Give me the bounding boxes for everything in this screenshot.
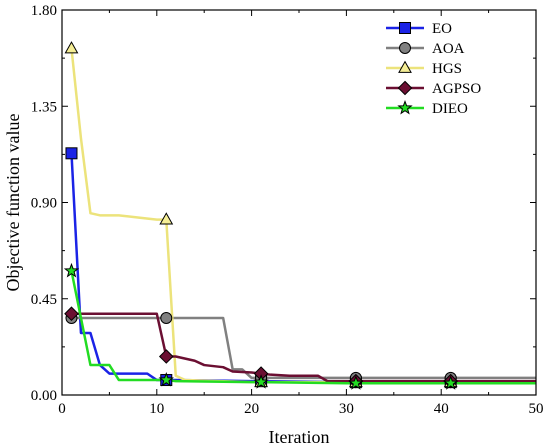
legend-label-eo: EO	[432, 21, 452, 37]
y-tick-label: 0.45	[31, 292, 57, 308]
data-point-hgs	[64, 41, 79, 54]
data-point-dieo	[63, 262, 80, 278]
plot-area	[62, 10, 536, 395]
legend-item-dieo: DIEO	[386, 99, 468, 117]
data-point-dieo	[158, 371, 174, 387]
x-tick-label: 10	[149, 401, 164, 417]
data-point-dieo	[253, 374, 269, 389]
legend-marker-agpso	[397, 80, 413, 96]
axes-layer: 0 10 20 30 40 50 0.00 0.45 0.90 1.35 1.80	[31, 3, 544, 417]
legend-marker-dieo	[397, 99, 413, 115]
y-tick-label: 0.00	[31, 388, 57, 404]
legend-item-aoa: AOA	[386, 41, 465, 57]
legend: EO AOA HGS AGPSO DIEO	[386, 21, 481, 117]
legend-item-agpso: AGPSO	[386, 80, 481, 97]
legend-item-hgs: HGS	[386, 60, 462, 77]
legend-label-agpso: AGPSO	[432, 81, 481, 97]
data-point-hgs	[159, 212, 174, 225]
series-markers-dieo	[63, 262, 459, 390]
y-axis-title: Objective function value	[3, 114, 23, 292]
y-tick-label: 1.80	[31, 3, 57, 19]
legend-label-dieo: DIEO	[432, 101, 468, 117]
y-tick-label: 0.90	[31, 196, 57, 212]
series-layer	[63, 41, 536, 390]
data-point-dieo	[348, 375, 364, 390]
x-tick-label: 0	[58, 401, 66, 417]
x-tick-label: 30	[339, 401, 354, 417]
x-tick-label: 40	[434, 401, 449, 417]
legend-label-hgs: HGS	[432, 61, 462, 77]
x-tick-label: 20	[244, 401, 259, 417]
legend-marker-eo	[399, 22, 411, 34]
series-line-aoa	[71, 316, 536, 380]
legend-item-eo: EO	[386, 21, 452, 37]
data-point-dieo	[443, 375, 459, 390]
legend-label-aoa: AOA	[432, 41, 465, 57]
y-tick-label: 1.35	[31, 99, 57, 115]
data-point-agpso	[64, 306, 79, 322]
series-aoa	[71, 316, 536, 380]
plot-background	[62, 10, 536, 395]
data-point-aoa	[160, 312, 173, 324]
x-tick-label: 50	[529, 401, 544, 417]
data-point-eo	[65, 147, 78, 160]
legend-marker-hgs	[398, 60, 412, 73]
x-axis-title: Iteration	[269, 427, 330, 447]
legend-marker-aoa	[399, 42, 411, 54]
data-point-agpso	[158, 349, 174, 364]
